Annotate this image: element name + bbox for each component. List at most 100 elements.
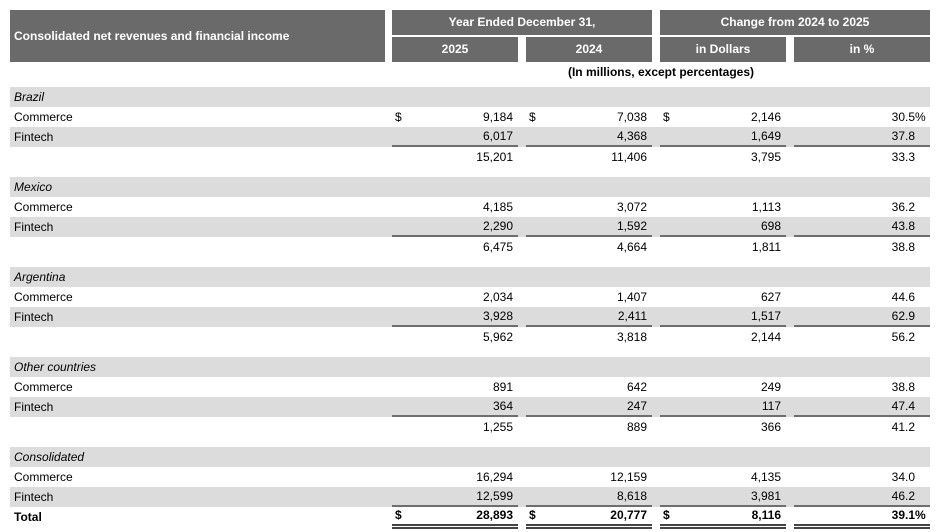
cell-2025: 6,017 <box>392 127 518 147</box>
row-label: Fintech <box>14 220 54 234</box>
column-gap <box>518 417 526 437</box>
cell-2025: 6,475 <box>392 237 518 257</box>
cell-change-dollars: 3,981 <box>660 487 786 507</box>
currency-symbol: $ <box>663 110 670 124</box>
table-row: Commerce $9,184 $7,038 $2,146 30.5% <box>10 107 930 127</box>
column-gap <box>518 467 526 487</box>
column-gap <box>786 307 794 327</box>
value: 247 <box>626 399 647 413</box>
value: 2,146 <box>750 110 781 124</box>
section-header-row: Mexico <box>10 177 930 197</box>
cell-2025: $9,184 <box>392 107 518 127</box>
percent-symbol <box>915 377 928 397</box>
value: 698 <box>760 219 781 233</box>
section-brazil: Brazil Commerce $9,184 $7,038 $2,146 30.… <box>10 87 930 167</box>
cell-change-pct: 30.5% <box>794 107 930 127</box>
currency-symbol: $ <box>395 508 402 522</box>
section-name: Mexico <box>14 180 53 194</box>
header-gap <box>786 37 794 62</box>
section-other-countries: Other countries Commerce 891 642 249 38.… <box>10 357 930 437</box>
cell-change-pct: 41.2 <box>794 417 930 437</box>
cell-2025: 4,185 <box>392 197 518 217</box>
column-header-2025: 2025 <box>392 37 518 62</box>
cell-2024: 1,592 <box>526 217 652 237</box>
value: 627 <box>760 290 781 304</box>
column-group-change: Change from 2024 to 2025 <box>660 10 930 35</box>
subtotal-row: 1,255 889 366 41.2 <box>10 417 930 437</box>
value: 1,649 <box>750 129 781 143</box>
cell-change-dollars: 698 <box>660 217 786 237</box>
percent-symbol <box>915 197 928 217</box>
cell-change-pct: 47.4 <box>794 397 930 417</box>
cell-change-dollars: 249 <box>660 377 786 397</box>
table-body: Brazil Commerce $9,184 $7,038 $2,146 30.… <box>10 87 930 529</box>
subtotal-row: 15,201 11,406 3,795 33.3 <box>10 147 930 167</box>
value: 117 <box>761 399 781 413</box>
cell-change-pct: 38.8 <box>794 377 930 397</box>
column-gap <box>786 217 794 237</box>
value: 1,592 <box>616 219 647 233</box>
currency-symbol: $ <box>529 508 536 522</box>
column-gap <box>786 237 794 257</box>
value: 12,599 <box>476 489 513 503</box>
cell-change-dollars: 117 <box>660 397 786 417</box>
row-label: Fintech <box>14 490 54 504</box>
cell-2025: 16,294 <box>392 467 518 487</box>
row-label: Fintech <box>14 130 54 144</box>
cell-2024: 11,406 <box>526 147 652 167</box>
value: 889 <box>626 420 647 434</box>
value: 15,201 <box>476 150 513 164</box>
percent-symbol <box>915 307 928 325</box>
column-gap <box>652 217 660 237</box>
column-gap <box>652 397 660 417</box>
cell-2025: 12,599 <box>392 487 518 507</box>
value: 41.2 <box>891 420 915 434</box>
value: 8,116 <box>751 508 781 522</box>
column-gap <box>786 397 794 417</box>
value: 11,406 <box>611 150 647 164</box>
section-name: Brazil <box>14 90 45 104</box>
currency-symbol: $ <box>663 508 670 522</box>
percent-symbol <box>915 287 928 307</box>
row-label <box>10 147 392 167</box>
section-consolidated: Consolidated Commerce 16,294 12,159 4,13… <box>10 447 930 529</box>
cell-change-dollars: 3,795 <box>660 147 786 167</box>
value: 1,113 <box>751 200 781 214</box>
column-gap <box>652 127 660 147</box>
table-row: Fintech 2,290 1,592 698 43.8 <box>10 217 930 237</box>
section-header-row: Other countries <box>10 357 930 377</box>
cell-2024: 1,407 <box>526 287 652 307</box>
header-gap <box>392 35 930 37</box>
cell-2024: 4,368 <box>526 127 652 147</box>
cell-change-dollars: 627 <box>660 287 786 307</box>
value: 364 <box>492 399 513 413</box>
table-row: Fintech 364 247 117 47.4 <box>10 397 930 417</box>
column-gap <box>518 377 526 397</box>
column-gap <box>786 287 794 307</box>
table-row: Commerce 4,185 3,072 1,113 36.2 <box>10 197 930 217</box>
cell-change-pct: 33.3 <box>794 147 930 167</box>
value: 20,777 <box>610 508 647 522</box>
column-gap <box>786 377 794 397</box>
subtotal-row: 6,475 4,664 1,811 38.8 <box>10 237 930 257</box>
cell-change-pct: 44.6 <box>794 287 930 307</box>
value: 3,795 <box>750 150 781 164</box>
column-gap <box>786 147 794 167</box>
cell-2025: 2,034 <box>392 287 518 307</box>
value: 2,034 <box>482 290 513 304</box>
value: 4,368 <box>616 129 647 143</box>
percent-symbol <box>915 127 928 145</box>
cell-2024: 8,618 <box>526 487 652 507</box>
column-gap <box>518 287 526 307</box>
percent-symbol <box>915 237 928 257</box>
cell-change-pct: 56.2 <box>794 327 930 347</box>
value: 5,962 <box>482 330 513 344</box>
cell-change-pct: 34.0 <box>794 467 930 487</box>
cell-change-pct: 46.2 <box>794 487 930 507</box>
header-columns: Year Ended December 31, Change from 2024… <box>392 10 930 62</box>
value: 1,407 <box>616 290 647 304</box>
cell-change-dollars: 1,811 <box>660 237 786 257</box>
value: 16,294 <box>476 470 513 484</box>
section-header-row: Brazil <box>10 87 930 107</box>
column-gap <box>786 467 794 487</box>
